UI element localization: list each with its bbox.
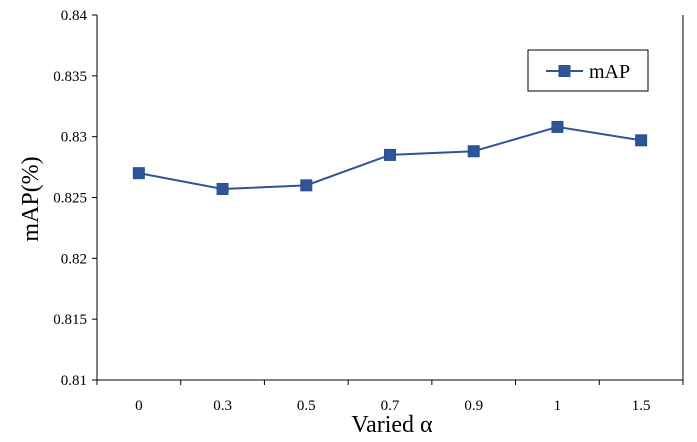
legend-label: mAP	[589, 61, 630, 83]
data-point-marker	[132, 167, 145, 180]
x-axis-title: Varied α	[351, 412, 433, 438]
y-tick-label: 0.835	[53, 69, 87, 85]
data-point-marker	[300, 179, 313, 192]
axes: 0.81 0.815 0.82 0.825 0.83 0.835 0.84 0 0.3 0.5 0.…	[53, 8, 684, 414]
data-point-marker	[635, 134, 648, 147]
series-layer	[132, 120, 648, 195]
data-point-marker	[384, 148, 396, 161]
y-tick-label: 0.825	[53, 191, 87, 207]
x-tick-label: 0.7	[381, 398, 400, 414]
legend-marker-swatch	[558, 65, 571, 77]
x-tick-label: 0.9	[464, 398, 483, 414]
y-axis-title: mAP(%)	[18, 156, 44, 241]
x-tick-label: 0.5	[297, 398, 316, 414]
legend: mAP	[527, 49, 649, 92]
y-tick-label: 0.81	[61, 373, 87, 389]
y-tick-label: 0.815	[53, 312, 87, 328]
y-tick-label: 0.84	[61, 8, 88, 24]
x-tick-label: 1	[554, 398, 562, 414]
y-tick-label: 0.83	[61, 130, 87, 146]
y-tick-label: 0.82	[61, 251, 87, 267]
x-tick-label: 0.3	[213, 398, 232, 414]
data-point-marker	[467, 145, 480, 158]
data-point-marker	[216, 182, 229, 195]
x-tick-label: 1.5	[632, 398, 651, 414]
data-point-marker	[551, 120, 564, 133]
x-tick-label: 0	[135, 398, 143, 414]
